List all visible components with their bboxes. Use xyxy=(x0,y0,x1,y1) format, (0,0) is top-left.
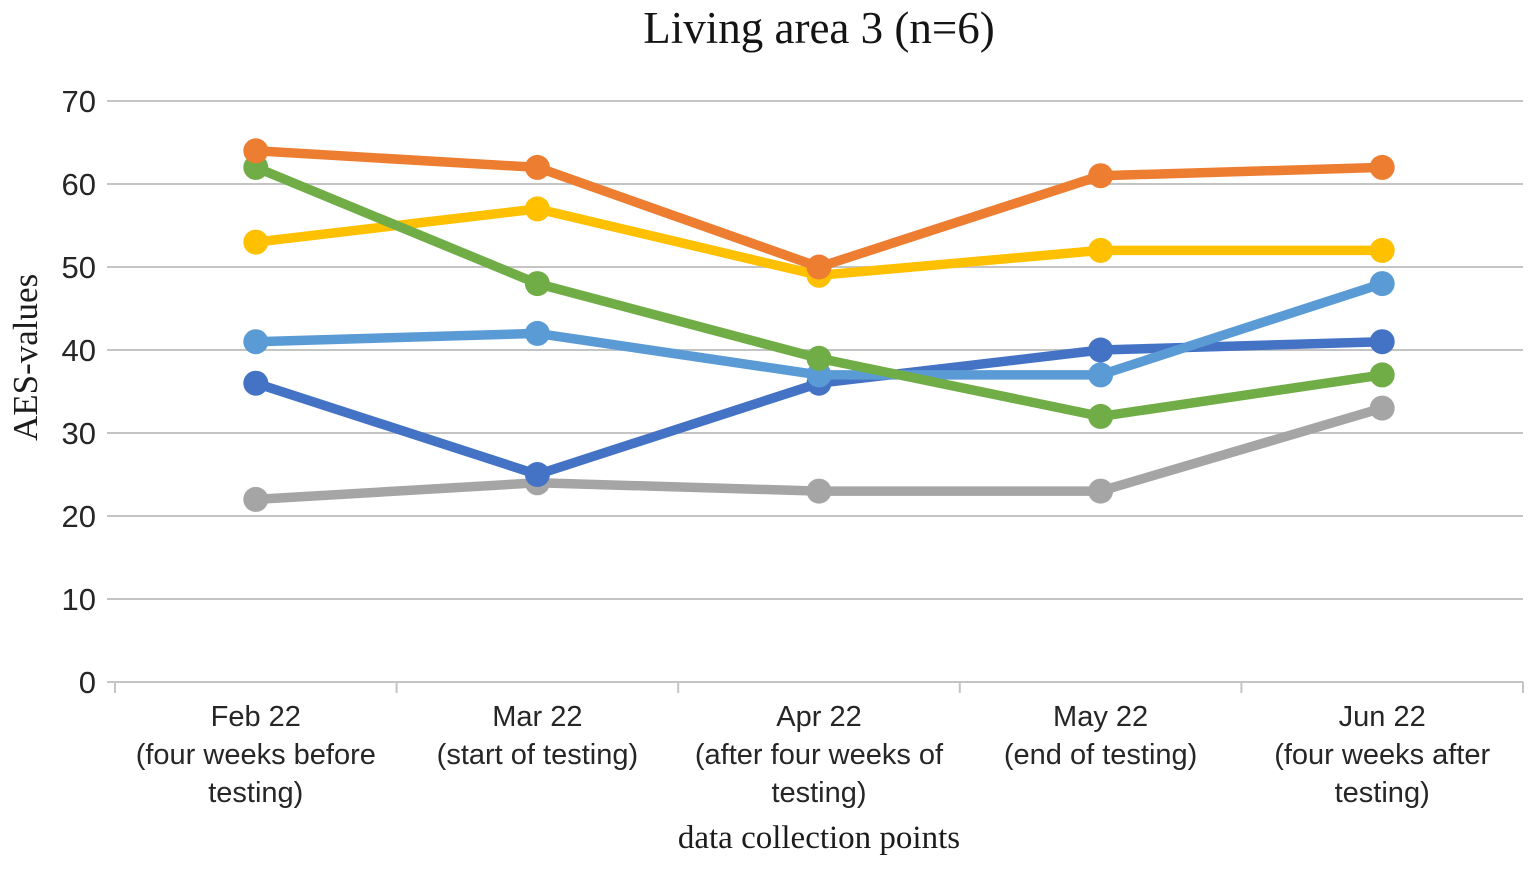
y-tick-label-70: 70 xyxy=(62,84,96,119)
x-axis-label-line: (start of testing) xyxy=(436,739,639,771)
point-yellow-3 xyxy=(1088,237,1114,263)
x-axis-label-4: Jun 22 (four weeks after testing) xyxy=(1227,698,1535,812)
x-axis-label-line: May 22 xyxy=(1053,701,1149,733)
y-tick-label-50: 50 xyxy=(62,250,96,285)
chart-title: Living area 3 (n=6) xyxy=(643,3,995,53)
series-orange xyxy=(243,138,1395,280)
point-gray-3 xyxy=(1088,478,1114,504)
point-light-blue-1 xyxy=(524,320,550,346)
series-green xyxy=(243,154,1395,429)
point-gray-0 xyxy=(243,486,269,512)
point-orange-1 xyxy=(524,154,550,180)
x-axis-label-line: (four weeks after xyxy=(1274,739,1491,771)
y-tick-label-30: 30 xyxy=(62,416,96,451)
x-axis-label-line: Mar 22 xyxy=(492,701,583,733)
x-axis-label-line: Apr 22 xyxy=(776,701,862,733)
point-gray-4 xyxy=(1369,395,1395,421)
x-axis-label-line: testing) xyxy=(208,777,304,809)
y-tick-label-0: 0 xyxy=(79,665,96,700)
x-axis-label-0: Feb 22 (four weeks before testing) xyxy=(101,698,411,812)
point-dark-blue-1 xyxy=(524,462,550,487)
point-yellow-1 xyxy=(524,196,550,222)
x-axis-label-3: May 22 (end of testing) xyxy=(946,698,1256,774)
point-light-blue-3 xyxy=(1088,362,1114,388)
x-axis-label-1: Mar 22 (start of testing) xyxy=(382,698,692,774)
point-dark-blue-4 xyxy=(1369,329,1395,355)
x-axis-title: data collection points xyxy=(677,820,961,856)
point-orange-3 xyxy=(1088,163,1114,189)
point-orange-2 xyxy=(806,254,832,280)
point-light-blue-4 xyxy=(1369,271,1395,297)
x-axis-label-line: (end of testing) xyxy=(1003,739,1198,771)
x-axis-label-line: Jun 22 xyxy=(1338,701,1426,733)
y-tick-label-40: 40 xyxy=(62,333,96,368)
point-green-2 xyxy=(806,345,832,371)
point-dark-blue-0 xyxy=(243,370,269,396)
point-green-4 xyxy=(1369,362,1395,388)
y-tick-label-60: 60 xyxy=(62,167,96,202)
x-axis-label-line: (four weeks before xyxy=(135,739,376,771)
x-axis-label-line: Feb 22 xyxy=(210,701,301,733)
point-gray-2 xyxy=(806,478,832,504)
point-orange-4 xyxy=(1369,154,1395,180)
x-axis-label-2: Apr 22 (after four weeks of testing) xyxy=(664,698,974,812)
point-yellow-0 xyxy=(243,229,269,255)
point-light-blue-0 xyxy=(243,329,269,355)
x-axis-label-line: testing) xyxy=(771,777,867,809)
y-tick-label-20: 20 xyxy=(62,499,96,534)
x-axis-label-line: testing) xyxy=(1334,777,1430,809)
series-gray xyxy=(243,395,1395,512)
point-dark-blue-3 xyxy=(1088,337,1114,363)
point-orange-0 xyxy=(243,138,269,164)
point-green-1 xyxy=(524,271,550,297)
point-yellow-4 xyxy=(1369,237,1395,263)
x-axis-label-line: (after four weeks of xyxy=(694,739,944,771)
y-tick-label-10: 10 xyxy=(62,582,96,617)
point-green-3 xyxy=(1088,403,1114,429)
